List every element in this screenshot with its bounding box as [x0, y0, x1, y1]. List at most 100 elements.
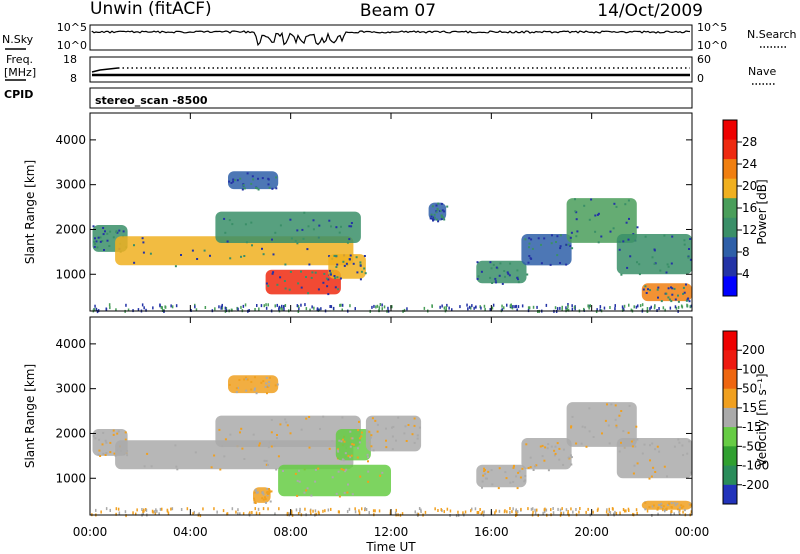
echo-speck	[266, 392, 268, 395]
echo-speck	[624, 203, 627, 206]
echo-speck	[264, 385, 267, 388]
echo-speck	[628, 217, 630, 220]
colorbar-tick-label: 4	[742, 267, 750, 281]
echo-speck	[331, 476, 334, 479]
ground-scatter-speck	[158, 512, 160, 516]
echo-speck	[307, 225, 310, 228]
echo-speck	[584, 426, 587, 429]
echo-speck	[516, 276, 519, 279]
ground-scatter-speck	[664, 509, 666, 513]
ground-scatter-speck	[612, 507, 614, 511]
ground-scatter-speck	[304, 507, 306, 511]
echo-speck	[670, 300, 673, 303]
ground-scatter-speck	[414, 510, 416, 514]
ground-scatter-speck	[310, 512, 312, 516]
echo-speck	[518, 470, 521, 473]
echo-speck	[243, 255, 246, 257]
echo-speck	[349, 456, 352, 459]
echo-speck	[588, 430, 591, 433]
ground-scatter-speck	[401, 512, 404, 516]
ground-scatter-speck	[284, 304, 287, 307]
ground-scatter-speck	[445, 306, 447, 309]
ground-scatter-speck	[418, 507, 421, 510]
echo-speck	[615, 426, 618, 429]
nsky-trace	[91, 30, 691, 47]
ground-scatter-speck	[395, 508, 397, 512]
echo-speck	[339, 277, 342, 280]
ground-scatter-speck	[313, 306, 315, 310]
echo-speck	[527, 467, 530, 469]
echo-speck	[335, 226, 338, 229]
ground-scatter-speck	[623, 304, 626, 308]
echo-speck	[254, 387, 256, 390]
echo-region	[265, 269, 341, 295]
echo-speck	[490, 267, 493, 270]
echo-speck	[223, 217, 226, 220]
ground-scatter-speck	[476, 511, 479, 514]
ground-scatter-speck	[464, 510, 467, 514]
ground-scatter-speck	[515, 511, 517, 514]
ground-scatter-speck	[254, 308, 256, 311]
echo-speck	[670, 262, 673, 265]
echo-speck	[673, 287, 676, 290]
echo-speck	[296, 242, 299, 245]
echo-speck	[251, 244, 253, 247]
colorbar-frame	[722, 330, 738, 505]
ground-scatter-speck	[320, 307, 322, 311]
echo-speck	[105, 452, 108, 455]
echo-speck	[256, 187, 259, 190]
y-tick-label: 2000	[55, 222, 86, 236]
colorbar-segment	[723, 178, 737, 199]
ground-scatter-speck	[690, 304, 693, 308]
echo-speck	[97, 453, 100, 456]
echo-region	[616, 234, 693, 275]
echo-speck	[267, 178, 270, 181]
echo-speck	[670, 286, 672, 289]
echo-speck	[343, 264, 346, 267]
echo-speck	[241, 188, 244, 191]
echo-speck	[289, 218, 292, 221]
echo-speck	[267, 493, 270, 495]
echo-speck	[326, 285, 329, 288]
echo-speck	[648, 477, 651, 480]
echo-speck	[337, 448, 339, 451]
echo-speck	[349, 445, 352, 448]
ground-scatter-speck	[286, 511, 289, 515]
ground-scatter-speck	[278, 507, 280, 511]
ground-scatter-speck	[589, 304, 591, 308]
echo-speck	[392, 425, 395, 428]
echo-speck	[237, 386, 239, 389]
echo-speck	[659, 269, 662, 272]
ground-scatter-speck	[371, 305, 373, 309]
echo-speck	[358, 437, 361, 440]
ground-scatter-speck	[587, 304, 589, 308]
echo-speck	[264, 498, 267, 501]
freq-strip-frame	[89, 56, 693, 83]
colorbar-tick-label: 20	[742, 179, 757, 193]
echo-speck	[476, 277, 479, 280]
ground-scatter-speck	[96, 310, 99, 314]
echo-speck	[683, 243, 686, 246]
echo-region	[641, 500, 692, 510]
power-y-axis-label: Slant Range [km]	[23, 160, 37, 264]
ground-scatter-speck	[235, 510, 237, 514]
colorbar-tick-label: 24	[742, 157, 757, 171]
echo-speck	[300, 286, 303, 289]
ground-scatter-speck	[455, 514, 458, 518]
echo-speck	[627, 199, 630, 202]
ground-scatter-speck	[118, 511, 121, 515]
echo-speck	[244, 223, 247, 226]
echo-speck	[632, 472, 635, 475]
ground-scatter-speck	[562, 511, 565, 515]
echo-speck	[506, 271, 509, 274]
echo-speck	[663, 234, 666, 237]
echo-speck	[336, 449, 339, 452]
ground-scatter-speck	[297, 512, 300, 515]
ground-scatter-speck	[193, 510, 195, 514]
velocity-colorbar-label: Velocity [m s⁻¹]	[755, 373, 769, 466]
ground-scatter-speck	[318, 308, 321, 312]
echo-speck	[327, 278, 330, 281]
ground-scatter-speck	[614, 307, 616, 311]
echo-speck	[528, 255, 531, 257]
nsky-strip-frame	[89, 24, 693, 51]
